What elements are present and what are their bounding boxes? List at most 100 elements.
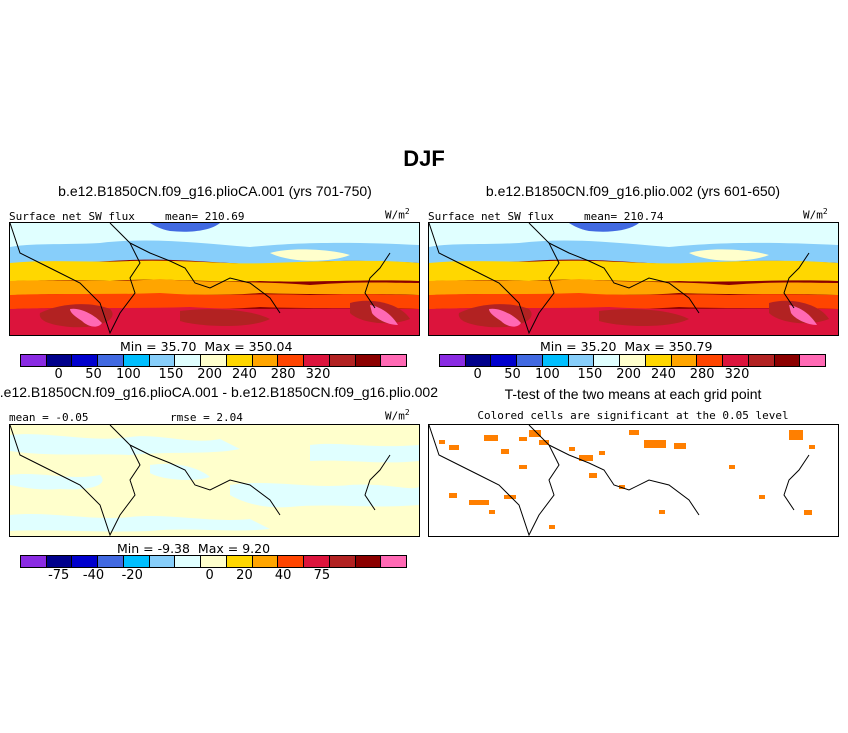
colorbar-swatch — [329, 355, 356, 366]
colorbar-swatch — [46, 556, 73, 567]
colorbar-cells — [20, 354, 407, 367]
variable-label-top-right: Surface net SW flux — [428, 210, 554, 223]
colorbar-tick-label: 40 — [274, 568, 292, 583]
colorbar-tick-label: 320 — [724, 367, 750, 382]
map-top-right — [428, 222, 839, 336]
colorbar-swatch — [304, 355, 330, 366]
colorbar-tick-label: 280 — [270, 367, 296, 382]
difference-map — [10, 425, 419, 536]
colorbar-tick-label: 75 — [313, 568, 331, 583]
colorbar-swatch — [123, 355, 150, 366]
colorbar-cells — [20, 555, 407, 568]
mean-label-top-right: mean= 210.74 — [584, 210, 664, 223]
panel-title-bottom-right: T-test of the two means at each grid poi… — [504, 386, 762, 402]
colorbar-swatch — [201, 556, 227, 567]
colorbar-swatch — [355, 556, 382, 567]
colorbar-swatch — [594, 355, 621, 366]
colorbar-tick-label: 150 — [158, 367, 184, 382]
map-bottom-right — [428, 424, 839, 537]
colorbar-tick-label: 50 — [85, 367, 102, 382]
minmax-top-left: Min = 35.70 Max = 350.04 — [120, 339, 293, 354]
mean-label-bottom-left: mean = -0.05 — [9, 411, 89, 424]
flux-map-top-right — [429, 223, 838, 335]
colorbar-tick-label: 0 — [205, 568, 214, 583]
colorbar-swatch — [542, 355, 569, 366]
colorbar-tick-label: 150 — [577, 367, 603, 382]
colorbar-tick-label: -20 — [121, 568, 143, 583]
colorbar-tick-label: 200 — [616, 367, 642, 382]
colorbar-swatch — [491, 355, 518, 366]
colorbar-swatch — [568, 355, 595, 366]
colorbar-tick-label: 50 — [504, 367, 521, 382]
mean-label-top-left: mean= 210.69 — [165, 210, 245, 223]
colorbar-swatch — [46, 355, 73, 366]
colorbar-swatch — [381, 556, 407, 567]
units-top-right: W/m2 — [803, 207, 828, 222]
colorbar-swatch — [748, 355, 775, 366]
minmax-top-right: Min = 35.20 Max = 350.79 — [540, 339, 713, 354]
colorbar-tick-label: -40 — [82, 568, 105, 583]
colorbar-swatch — [774, 355, 801, 366]
colorbar-swatch — [440, 355, 466, 366]
ttest-map — [429, 425, 838, 536]
colorbar-swatch — [175, 556, 202, 567]
colorbar-tick-label: 0 — [54, 367, 63, 382]
colorbar-swatch — [278, 355, 305, 366]
colorbar-swatch — [800, 355, 826, 366]
colorbar-swatch — [517, 355, 543, 366]
panel-title-top-right: b.e12.B1850CN.f09_g16.plio.002 (yrs 601-… — [485, 183, 781, 199]
colorbar-swatch — [278, 556, 305, 567]
colorbar-swatch — [355, 355, 382, 366]
colorbar-swatch — [252, 556, 279, 567]
colorbar-swatch — [21, 556, 47, 567]
colorbar-swatch — [98, 556, 124, 567]
colorbar-tick-label: 280 — [689, 367, 715, 382]
colorbar-swatch — [252, 355, 279, 366]
colorbar-swatch — [226, 556, 253, 567]
colorbar-labels: 0 50 100 150 200 240 280 320 — [20, 367, 407, 383]
panel-subtitle-bottom-right: Colored cells are significant at the 0.0… — [477, 409, 789, 422]
colorbar-swatch — [226, 355, 253, 366]
variable-label-top-left: Surface net SW flux — [9, 210, 135, 223]
flux-map-top-left — [10, 223, 419, 335]
colorbar-tick-label: 320 — [305, 367, 331, 382]
colorbar-tick-label: 0 — [473, 367, 482, 382]
colorbar-labels: 0 50 100 150 200 240 280 320 — [439, 367, 826, 383]
colorbar-top-right: 0 50 100 150 200 240 280 320 — [439, 354, 826, 383]
colorbar-tick-label: 240 — [232, 367, 257, 382]
colorbar-swatch — [645, 355, 672, 366]
colorbar-swatch — [304, 556, 330, 567]
colorbar-tick-label: 240 — [651, 367, 676, 382]
colorbar-swatch — [175, 355, 202, 366]
colorbar-swatch — [329, 556, 356, 567]
colorbar-swatch — [201, 355, 227, 366]
colorbar-swatch — [72, 556, 99, 567]
colorbar-swatch — [697, 355, 724, 366]
colorbar-bottom-left: -75 -40 -20 0 20 40 75 — [20, 555, 407, 584]
colorbar-swatch — [723, 355, 749, 366]
colorbar-tick-label: 200 — [197, 367, 223, 382]
colorbar-swatch — [465, 355, 492, 366]
map-top-left — [9, 222, 420, 336]
units-top-left: W/m2 — [385, 207, 410, 222]
colorbar-tick-label: 100 — [115, 367, 141, 382]
minmax-bottom-left: Min = -9.38 Max = 9.20 — [117, 541, 271, 556]
colorbar-swatch — [98, 355, 124, 366]
colorbar-swatch — [381, 355, 407, 366]
colorbar-labels: -75 -40 -20 0 20 40 75 — [20, 568, 407, 584]
colorbar-tick-label: 100 — [534, 367, 560, 382]
colorbar-swatch — [149, 355, 176, 366]
map-bottom-left — [9, 424, 420, 537]
units-bottom-left: W/m2 — [385, 408, 410, 423]
colorbar-top-left: 0 50 100 150 200 240 280 320 — [20, 354, 407, 383]
colorbar-tick-label: 20 — [236, 568, 253, 583]
colorbar-swatch — [72, 355, 99, 366]
figure-title: DJF — [403, 146, 445, 171]
colorbar-swatch — [21, 355, 47, 366]
colorbar-swatch — [671, 355, 698, 366]
colorbar-swatch — [620, 355, 646, 366]
panel-title-bottom-left: b.e12.B1850CN.f09_g16.plioCA.001 - b.e12… — [0, 384, 438, 400]
colorbar-swatch — [149, 556, 176, 567]
colorbar-swatch — [123, 556, 150, 567]
rmse-label-bottom-left: rmse = 2.04 — [170, 411, 243, 424]
